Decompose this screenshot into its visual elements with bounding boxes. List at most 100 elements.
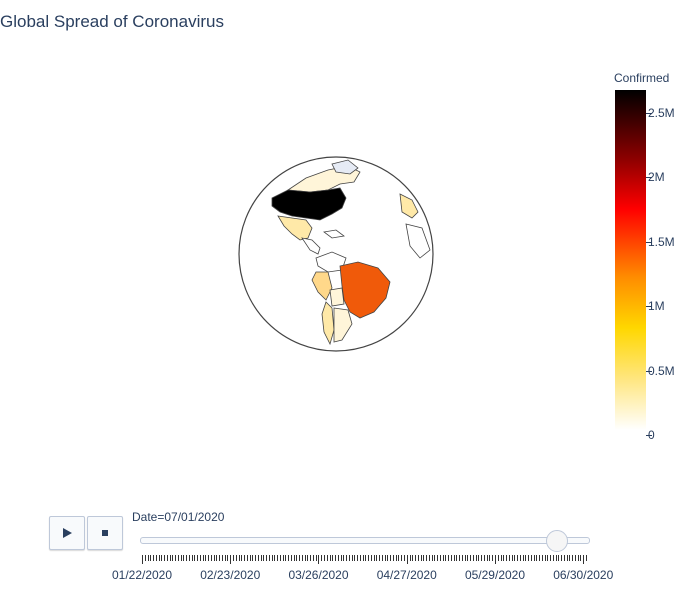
slider-tick <box>332 555 334 561</box>
slider-tick <box>310 555 312 561</box>
slider-tick <box>164 555 166 561</box>
slider-tick <box>519 555 521 561</box>
slider-tick <box>282 555 284 561</box>
slider-tick <box>268 555 270 561</box>
slider-tick <box>552 555 554 561</box>
slider-tick <box>409 555 411 561</box>
slider-tick <box>514 555 516 561</box>
slider-tick <box>392 555 394 561</box>
slider-tick <box>277 555 279 561</box>
slider-tick <box>420 555 422 561</box>
slider-tick <box>235 555 237 561</box>
chart-title: Global Spread of Coronavirus <box>0 12 224 31</box>
colorbar-tick <box>646 241 652 243</box>
slider-tick-label: 02/23/2020 <box>200 568 261 582</box>
slider-tick <box>329 555 331 561</box>
slider-tick <box>555 555 557 561</box>
slider-tick <box>572 555 574 561</box>
slider-tick <box>494 555 496 564</box>
colorbar-tick-label: 1.5M <box>648 234 675 249</box>
slider-tick <box>547 555 549 561</box>
slider-tick <box>370 555 372 561</box>
slider-tick <box>442 555 444 561</box>
slider-tick <box>296 555 298 561</box>
stop-button[interactable] <box>87 516 123 550</box>
colorbar-tick-label: 2M <box>648 170 665 185</box>
slider-tick <box>299 555 301 561</box>
play-button[interactable] <box>49 516 85 550</box>
slider-tick <box>293 555 295 561</box>
slider-tick <box>227 555 229 561</box>
slider-tick <box>188 555 190 561</box>
slider-tick <box>577 555 579 561</box>
region-bolivia <box>329 287 345 307</box>
colorbar-tick <box>646 370 652 372</box>
slider-tick <box>150 555 152 561</box>
slider-tick <box>492 555 494 561</box>
region-chile <box>321 301 335 346</box>
slider-tick <box>483 555 485 561</box>
slider-tick-label: 05/29/2020 <box>464 568 526 582</box>
slider-tick <box>544 555 546 561</box>
slider-tick <box>478 555 480 561</box>
slider-tick <box>379 555 381 561</box>
slider-tick <box>453 555 455 561</box>
colorbar-tick <box>646 113 652 115</box>
slider-tick <box>423 555 425 561</box>
region-caribbean <box>323 229 345 239</box>
slider-tick <box>241 555 243 561</box>
slider-tick <box>586 555 587 561</box>
slider-tick <box>180 555 182 561</box>
slider-tick <box>230 555 232 564</box>
slider-tick <box>472 555 474 561</box>
slider-tick <box>304 555 306 561</box>
slider-tick <box>257 555 259 561</box>
slider-tick <box>381 555 383 561</box>
slider-tick <box>569 555 571 561</box>
slider-tick <box>580 555 582 561</box>
slider-tick <box>439 555 441 561</box>
slider-tick <box>260 555 262 561</box>
slider-handle[interactable] <box>545 530 568 552</box>
region-brazil <box>339 261 391 319</box>
slider-tick <box>412 555 414 561</box>
slider-tick <box>271 555 273 561</box>
globe-map[interactable] <box>236 154 436 354</box>
slider-tick <box>461 555 463 561</box>
slider-tick <box>489 555 491 561</box>
colorbar-tick <box>646 435 652 436</box>
slider-tick <box>318 555 320 564</box>
slider-tick <box>326 555 328 561</box>
slider-tick <box>244 555 246 561</box>
slider-rail[interactable] <box>140 537 590 544</box>
slider-tick <box>390 555 392 561</box>
slider-tick <box>307 555 309 561</box>
slider-tick <box>503 555 505 561</box>
colorbar-tick-label: 0 <box>648 428 655 442</box>
colorbar-tick-label: 1M <box>648 299 665 314</box>
slider-tick <box>285 555 287 561</box>
slider-ticks <box>140 555 588 564</box>
slider-tick <box>448 555 450 561</box>
slider-tick <box>175 555 177 561</box>
slider-tick <box>208 555 210 561</box>
slider-tick <box>373 555 375 561</box>
stop-icon <box>102 530 108 536</box>
slider-current-label: Date=07/01/2020 <box>132 510 225 524</box>
slider-tick <box>144 555 146 561</box>
slider-tick <box>249 555 251 561</box>
slider-tick <box>536 555 538 561</box>
slider-tick <box>362 555 364 561</box>
slider-tick <box>508 555 510 561</box>
slider-tick <box>202 555 204 561</box>
slider-tick <box>177 555 179 561</box>
slider-tick <box>525 555 527 561</box>
slider-tick <box>172 555 174 561</box>
slider-tick <box>450 555 452 561</box>
slider-tick <box>354 555 356 561</box>
colorbar-tick-label: 0.5M <box>648 363 675 378</box>
colorbar-tick-label: 2.5M <box>648 106 675 121</box>
slider-tick <box>301 555 303 561</box>
slider-tick <box>142 555 143 564</box>
slider-tick <box>274 555 276 561</box>
